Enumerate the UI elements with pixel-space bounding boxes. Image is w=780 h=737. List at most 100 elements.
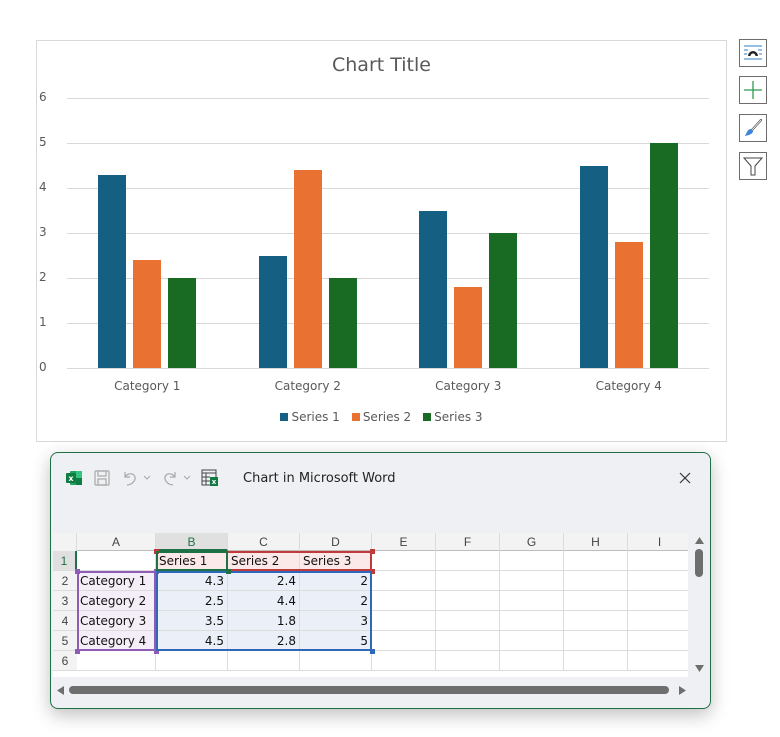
cell-c3[interactable]: 4.4 (228, 591, 300, 611)
chart-title[interactable]: Chart Title (332, 54, 431, 76)
range-resize-handle[interactable] (75, 649, 80, 654)
chart-filters-button[interactable] (739, 152, 767, 180)
cell-h5[interactable] (564, 631, 628, 651)
redo-button[interactable] (161, 469, 179, 487)
cell-h3[interactable] (564, 591, 628, 611)
range-resize-handle[interactable] (154, 549, 159, 554)
cell-e2[interactable] (372, 571, 436, 591)
range-resize-handle[interactable] (370, 569, 375, 574)
vertical-scrollbar[interactable] (692, 533, 706, 677)
cell-i2[interactable] (628, 571, 688, 591)
cell-c4[interactable]: 1.8 (228, 611, 300, 631)
range-resize-handle[interactable] (154, 649, 159, 654)
cell-i6[interactable] (628, 651, 688, 671)
column-header-a[interactable]: A (77, 533, 156, 551)
cell-d6[interactable] (300, 651, 372, 671)
column-header-c[interactable]: C (228, 533, 300, 551)
save-button[interactable] (93, 469, 111, 487)
range-resize-handle[interactable] (370, 549, 375, 554)
cell-f4[interactable] (436, 611, 500, 631)
cell-c1[interactable]: Series 2 (228, 551, 300, 571)
cell-e6[interactable] (372, 651, 436, 671)
column-header-g[interactable]: G (500, 533, 564, 551)
chart-area[interactable]: Chart Title 0 1 2 3 4 5 6 Category 1 Category 2 C… (36, 40, 727, 442)
cell-b1[interactable]: Series 1 (156, 551, 228, 571)
cell-a3[interactable]: Category 2 (77, 591, 156, 611)
cell-f6[interactable] (436, 651, 500, 671)
column-header-b[interactable]: B (156, 533, 228, 551)
cell-c6[interactable] (228, 651, 300, 671)
cell-i1[interactable] (628, 551, 688, 571)
bar-series-2-category-3[interactable] (454, 287, 483, 368)
cell-b6[interactable] (156, 651, 228, 671)
bar-series-3-category-3[interactable] (489, 233, 518, 368)
column-header-f[interactable]: F (436, 533, 500, 551)
cell-h4[interactable] (564, 611, 628, 631)
cell-h6[interactable] (564, 651, 628, 671)
bar-series-1-category-2[interactable] (258, 255, 287, 368)
horizontal-scrollbar[interactable] (55, 683, 687, 697)
cell-b5[interactable]: 4.5 (156, 631, 228, 651)
row-header-2[interactable]: 2 (53, 571, 77, 591)
cell-e3[interactable] (372, 591, 436, 611)
cell-e5[interactable] (372, 631, 436, 651)
range-resize-handle[interactable] (226, 569, 231, 574)
cell-b2[interactable]: 4.3 (156, 571, 228, 591)
cell-i4[interactable] (628, 611, 688, 631)
range-resize-handle[interactable] (370, 649, 375, 654)
close-button[interactable] (674, 467, 696, 489)
cell-c2[interactable]: 2.4 (228, 571, 300, 591)
row-header-1[interactable]: 1 (53, 551, 77, 571)
legend-item[interactable]: Series 3 (423, 410, 483, 424)
cell-a4[interactable]: Category 3 (77, 611, 156, 631)
bar-series-1-category-1[interactable] (98, 174, 127, 368)
cell-g1[interactable] (500, 551, 564, 571)
cell-i5[interactable] (628, 631, 688, 651)
cell-h2[interactable] (564, 571, 628, 591)
chart-legend[interactable]: Series 1 Series 2 Series 3 (37, 410, 726, 424)
cell-g6[interactable] (500, 651, 564, 671)
cell-b3[interactable]: 2.5 (156, 591, 228, 611)
cell-a1[interactable] (77, 551, 156, 571)
cell-d2[interactable]: 2 (300, 571, 372, 591)
row-header-4[interactable]: 4 (53, 611, 77, 631)
undo-dropdown[interactable] (143, 474, 151, 482)
range-resize-handle[interactable] (154, 569, 159, 574)
cell-d1[interactable]: Series 3 (300, 551, 372, 571)
vertical-scroll-thumb[interactable] (695, 549, 703, 577)
plot-area[interactable]: 0 1 2 3 4 5 6 Category 1 Category 2 Category 3 Cat… (39, 90, 709, 393)
row-header-5[interactable]: 5 (53, 631, 77, 651)
spreadsheet-grid[interactable]: A B C D E F G H I 1 Series 1 Series 2 Series 3 2 Categ… (53, 533, 688, 677)
edit-data-in-excel-button[interactable]: x (201, 469, 219, 487)
cell-h1[interactable] (564, 551, 628, 571)
column-header-e[interactable]: E (372, 533, 436, 551)
cell-a6[interactable] (77, 651, 156, 671)
chart-layout-options-button[interactable] (739, 39, 767, 67)
cell-d5[interactable]: 5 (300, 631, 372, 651)
cell-c5[interactable]: 2.8 (228, 631, 300, 651)
bar-series-3-category-2[interactable] (328, 278, 357, 368)
cell-e4[interactable] (372, 611, 436, 631)
row-header-6[interactable]: 6 (53, 651, 77, 671)
legend-item[interactable]: Series 1 (280, 410, 340, 424)
cell-d3[interactable]: 2 (300, 591, 372, 611)
cell-b4[interactable]: 3.5 (156, 611, 228, 631)
legend-item[interactable]: Series 2 (351, 410, 411, 424)
cell-g4[interactable] (500, 611, 564, 631)
bar-series-2-category-2[interactable] (293, 170, 322, 368)
horizontal-scroll-thumb[interactable] (69, 686, 669, 694)
cell-e1[interactable] (372, 551, 436, 571)
bar-series-2-category-1[interactable] (133, 260, 162, 368)
cell-a5[interactable]: Category 4 (77, 631, 156, 651)
row-header-3[interactable]: 3 (53, 591, 77, 611)
redo-dropdown[interactable] (183, 474, 191, 482)
cell-f1[interactable] (436, 551, 500, 571)
column-header-h[interactable]: H (564, 533, 628, 551)
chart-elements-button[interactable] (739, 76, 767, 104)
column-header-d[interactable]: D (300, 533, 372, 551)
cell-i3[interactable] (628, 591, 688, 611)
cell-g3[interactable] (500, 591, 564, 611)
cell-g2[interactable] (500, 571, 564, 591)
undo-button[interactable] (121, 469, 139, 487)
bar-series-3-category-4[interactable] (649, 143, 678, 368)
